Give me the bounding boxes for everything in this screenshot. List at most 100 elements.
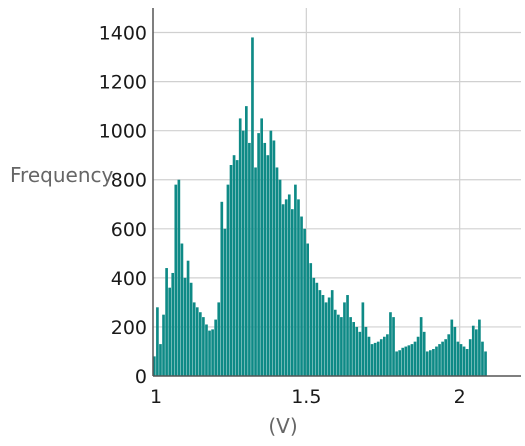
bar [355,326,359,376]
bar [235,160,239,376]
bar [407,345,411,376]
bar [422,331,426,376]
bar [278,179,282,376]
bar [413,341,417,376]
bar [297,199,300,376]
bar [346,295,349,376]
bar [376,341,380,376]
x-axis-label: (V) [268,414,297,438]
bar [241,130,245,376]
bar [211,329,214,376]
bar [223,228,227,376]
x-tick-label: 1.5 [291,386,321,408]
bar [343,302,346,376]
bar [435,346,438,376]
bar [312,277,316,376]
bar [291,209,294,376]
bar [156,307,159,376]
bar [171,272,175,376]
bar [205,324,208,376]
bar [324,302,328,376]
bar [217,302,221,376]
bar [226,184,230,376]
bar [183,277,187,376]
bar [318,290,322,376]
bar [478,319,481,376]
y-axis-label: Frequency [10,163,113,187]
bar [208,330,211,376]
bar [238,118,242,377]
bar [481,341,484,376]
bar [248,142,251,376]
bar [389,312,392,376]
x-tick-label: 1 [150,386,162,408]
bar [327,297,331,376]
bar [229,165,233,376]
y-tick-label: 600 [111,219,147,241]
bar [214,319,217,376]
bar [275,167,279,376]
bar [429,350,432,376]
bar [441,341,444,376]
bar [475,329,478,376]
bar [263,142,267,376]
bar [383,336,386,376]
y-tick-label: 1400 [99,23,147,45]
bar [272,140,276,376]
bar [330,290,334,376]
bar [195,307,199,376]
bar [468,339,472,376]
bar [398,350,401,376]
bars [153,37,487,377]
bar [404,346,408,376]
bar [471,325,475,376]
axes [152,8,521,377]
bar [192,302,196,376]
bar [340,317,343,376]
bar [484,351,487,376]
bar [159,344,162,376]
bar [444,339,447,376]
bar [251,37,254,376]
bar [199,312,202,376]
bar [174,184,178,376]
bar [379,339,383,376]
bar [453,326,457,376]
bar [260,118,263,377]
bar [370,344,374,376]
bar [162,314,165,376]
x-tick-label: 2 [454,386,466,408]
bar [373,342,377,376]
bar [165,268,168,376]
bar [333,309,337,376]
bar [306,243,309,376]
bar [465,349,469,376]
bar [186,260,190,376]
bar [202,317,205,376]
bar [364,326,368,376]
bar [416,336,420,376]
bar [257,133,260,376]
bar [450,319,454,376]
bar [315,282,319,376]
bar [401,347,405,376]
bar [358,331,362,376]
y-tick-label: 400 [111,268,147,290]
bar [266,155,270,376]
bar [386,334,389,376]
bar [432,349,435,376]
bar [284,199,288,376]
bar [367,336,371,376]
bar [180,243,184,376]
bar [419,317,423,376]
bar [456,341,460,376]
bar [337,314,340,376]
bar [189,282,193,376]
bar [321,295,325,376]
bar [287,194,291,376]
bar [269,130,273,376]
tick-labels: 0 200 400 600 800 1000 1200 1400 1 1.5 2 [99,23,466,408]
bar [349,317,352,376]
bar [425,351,429,376]
